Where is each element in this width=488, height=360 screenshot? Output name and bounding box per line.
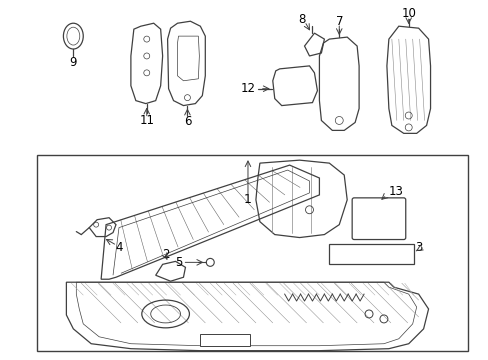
- Text: 7: 7: [335, 15, 342, 28]
- Text: 12: 12: [240, 82, 255, 95]
- Text: 8: 8: [297, 13, 305, 26]
- Text: 9: 9: [69, 57, 77, 69]
- Text: 2: 2: [162, 248, 169, 261]
- Text: 1: 1: [244, 193, 251, 206]
- Text: 6: 6: [183, 115, 191, 128]
- Bar: [37, 155, 468, 351]
- Text: 4: 4: [115, 241, 122, 254]
- Text: 10: 10: [401, 7, 415, 20]
- Bar: [200, 334, 249, 346]
- Text: 5: 5: [175, 256, 182, 269]
- Bar: [328, 244, 413, 264]
- FancyBboxPatch shape: [351, 198, 405, 239]
- Text: 11: 11: [139, 114, 154, 127]
- Text: 3: 3: [414, 241, 422, 254]
- Text: 13: 13: [388, 185, 403, 198]
